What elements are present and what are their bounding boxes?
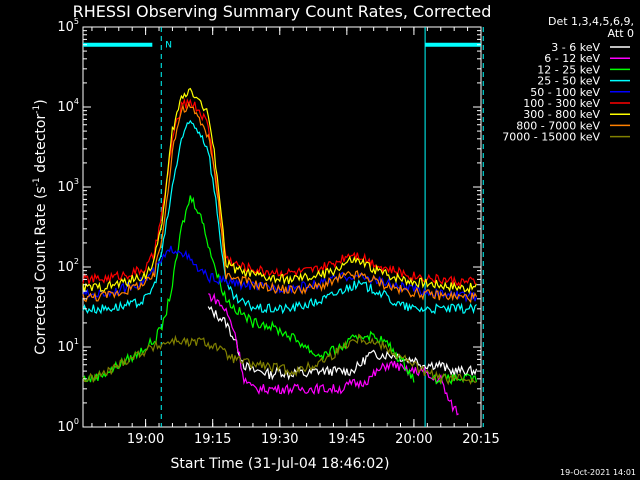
y-tick-label: 105	[57, 17, 79, 35]
x-tick-label: 20:00	[395, 432, 432, 447]
series-line	[82, 97, 477, 288]
attenuator-n-label: N	[165, 41, 172, 51]
y-tick-label: 101	[57, 337, 79, 355]
series-line	[82, 245, 478, 303]
series-layer	[82, 87, 478, 416]
x-axis-label: Start Time (31-Jul-04 18:46:02)	[170, 456, 389, 472]
legend-entry-label: 800 - 7000 keV	[516, 119, 600, 132]
legend-entry-label: 300 - 800 keV	[523, 108, 600, 121]
y-tick-label: 104	[57, 97, 79, 115]
y-label-sup-1: -1	[32, 177, 42, 186]
y-tick-exponent: 3	[74, 177, 79, 186]
x-tick-label: 19:30	[261, 432, 298, 447]
series-line	[208, 292, 459, 416]
footer-date: 19-Oct-2021 14:01	[560, 468, 636, 477]
y-tick-label: 100	[57, 417, 79, 435]
legend-entry-label: 3 - 6 keV	[551, 41, 600, 54]
y-label-part-3: )	[33, 99, 49, 104]
x-tick-label: 19:45	[328, 432, 365, 447]
y-label-part-1: Corrected Count Rate (s	[33, 186, 49, 354]
y-label-sup-2: -1	[32, 105, 42, 114]
chart-title: RHESSI Observing Summary Count Rates, Co…	[73, 2, 492, 21]
legend-entry-label: 12 - 25 keV	[537, 63, 600, 76]
legend-header-line: Det 1,3,4,5,6,9,	[548, 15, 634, 28]
y-axis-label: Corrected Count Rate (s-1 detector-1)	[32, 99, 49, 354]
legend-entry-label: 50 - 100 keV	[530, 86, 600, 99]
y-tick-base: 10	[57, 20, 74, 35]
y-tick-base: 10	[57, 340, 74, 355]
y-tick-base: 10	[57, 100, 74, 115]
legend-entry-label: 6 - 12 keV	[544, 52, 600, 65]
y-tick-label: 103	[57, 177, 79, 195]
y-tick-exponent: 2	[74, 257, 79, 266]
y-tick-base: 10	[57, 420, 74, 435]
y-tick-exponent: 4	[74, 97, 79, 106]
x-tick-label: 19:15	[194, 432, 231, 447]
y-tick-base: 10	[57, 260, 74, 275]
y-tick-exponent: 0	[74, 417, 79, 426]
x-axis: 19:00 19:15 19:30 19:45 20:00 20:15	[91, 27, 500, 447]
y-tick-exponent: 1	[74, 337, 79, 346]
legend-entry-label: 7000 - 15000 keV	[502, 131, 600, 144]
legend-entry-label: 100 - 300 keV	[523, 97, 600, 110]
legend-header-line: Att 0	[608, 27, 634, 40]
y-tick-label: 102	[57, 257, 79, 275]
legend-entry-label: 25 - 50 keV	[537, 75, 600, 88]
y-tick-exponent: 5	[74, 17, 79, 26]
series-line	[82, 333, 477, 386]
series-line	[82, 102, 478, 304]
series-line	[82, 119, 477, 315]
series-line	[82, 87, 478, 295]
y-label-part-2: detector	[33, 114, 49, 178]
x-tick-label: 20:15	[462, 432, 499, 447]
y-tick-base: 10	[57, 180, 74, 195]
x-tick-label: 19:00	[127, 432, 164, 447]
plot-frame	[82, 26, 482, 428]
series-line	[207, 305, 478, 381]
